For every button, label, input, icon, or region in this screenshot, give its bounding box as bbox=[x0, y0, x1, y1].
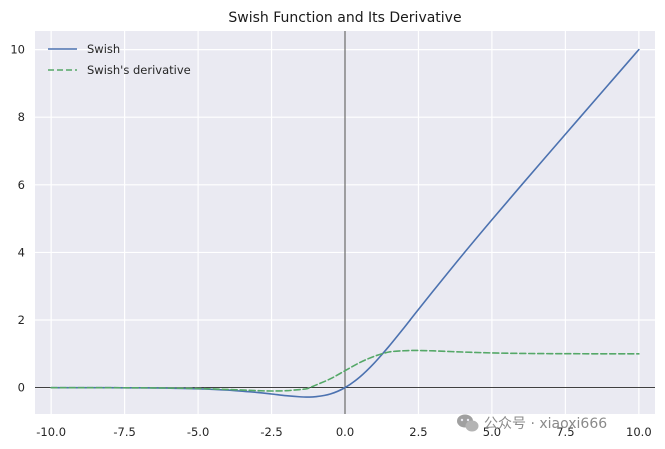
x-tick-label: 10.0 bbox=[626, 425, 652, 439]
x-tick-label: 0.0 bbox=[336, 425, 354, 439]
chart-title: Swish Function and Its Derivative bbox=[228, 10, 461, 26]
y-tick-label: 6 bbox=[18, 178, 25, 192]
legend: Swish Swish's derivative bbox=[48, 42, 191, 77]
x-axis-ticks: -10.0 -7.5 -5.0 -2.5 0.0 2.5 5.0 7.5 10.0 bbox=[36, 425, 651, 439]
wechat-icon bbox=[457, 414, 479, 432]
y-tick-label: 2 bbox=[18, 313, 25, 327]
legend-label: Swish's derivative bbox=[87, 63, 191, 77]
x-tick-label: -10.0 bbox=[36, 425, 66, 439]
watermark-text: 公众号 · xiaoxi666 bbox=[484, 416, 607, 432]
x-tick-label: 7.5 bbox=[556, 425, 574, 439]
y-tick-label: 8 bbox=[18, 110, 25, 124]
x-tick-label: -7.5 bbox=[113, 425, 135, 439]
watermark: 公众号 · xiaoxi666 bbox=[457, 414, 607, 432]
y-tick-label: 10 bbox=[10, 43, 25, 57]
y-tick-label: 4 bbox=[18, 245, 25, 259]
legend-label: Swish bbox=[87, 42, 120, 56]
series-layer bbox=[50, 48, 640, 398]
series-line-swish-derivative bbox=[50, 349, 640, 392]
x-tick-label: -2.5 bbox=[260, 425, 282, 439]
x-tick-label: 2.5 bbox=[409, 425, 427, 439]
y-tick-label: 0 bbox=[18, 381, 25, 395]
x-tick-label: 5.0 bbox=[483, 425, 501, 439]
y-axis-ticks: 0 2 4 6 8 10 bbox=[10, 43, 25, 395]
x-tick-label: -5.0 bbox=[187, 425, 209, 439]
